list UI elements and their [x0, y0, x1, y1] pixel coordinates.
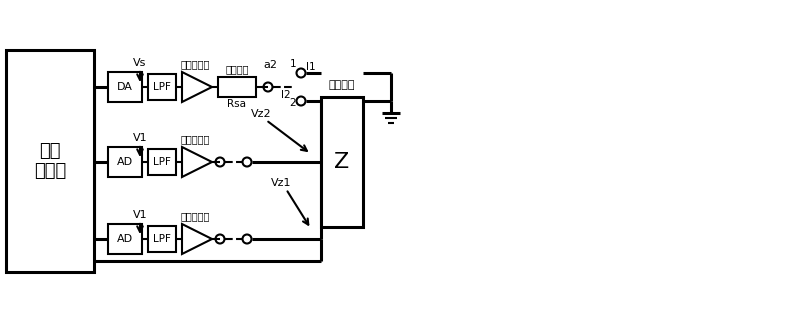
- Text: I1: I1: [306, 62, 316, 72]
- Bar: [148, 149, 176, 175]
- Text: Z: Z: [334, 152, 350, 172]
- Text: 1: 1: [290, 59, 296, 69]
- Text: a2: a2: [263, 60, 277, 70]
- Text: Vz1: Vz1: [270, 178, 291, 188]
- Bar: [108, 224, 142, 254]
- Text: AD: AD: [117, 157, 133, 167]
- Text: 运算放大器: 运算放大器: [180, 211, 210, 221]
- Text: I2: I2: [281, 90, 290, 100]
- Bar: [108, 72, 142, 102]
- Text: LPF: LPF: [153, 82, 171, 92]
- Text: AD: AD: [117, 234, 133, 244]
- Text: Vs: Vs: [134, 58, 146, 68]
- Text: 系统
控制器: 系统 控制器: [34, 142, 66, 180]
- Text: 被测阻抗: 被测阻抗: [329, 80, 355, 90]
- Bar: [6, 50, 94, 272]
- Text: V1: V1: [133, 210, 147, 220]
- Text: 运算放大器: 运算放大器: [180, 134, 210, 144]
- Text: 取样电阻: 取样电阻: [226, 64, 249, 74]
- Text: LPF: LPF: [153, 157, 171, 167]
- Text: V1: V1: [133, 133, 147, 143]
- Text: 运算放大器: 运算放大器: [180, 59, 210, 69]
- Bar: [321, 97, 363, 227]
- Text: Rsa: Rsa: [227, 99, 246, 109]
- Text: Vz2: Vz2: [250, 109, 271, 119]
- Text: LPF: LPF: [153, 234, 171, 244]
- Bar: [218, 77, 256, 97]
- Bar: [148, 226, 176, 252]
- Bar: [108, 147, 142, 177]
- Text: DA: DA: [117, 82, 133, 92]
- Bar: [148, 74, 176, 100]
- Text: 2: 2: [290, 98, 296, 108]
